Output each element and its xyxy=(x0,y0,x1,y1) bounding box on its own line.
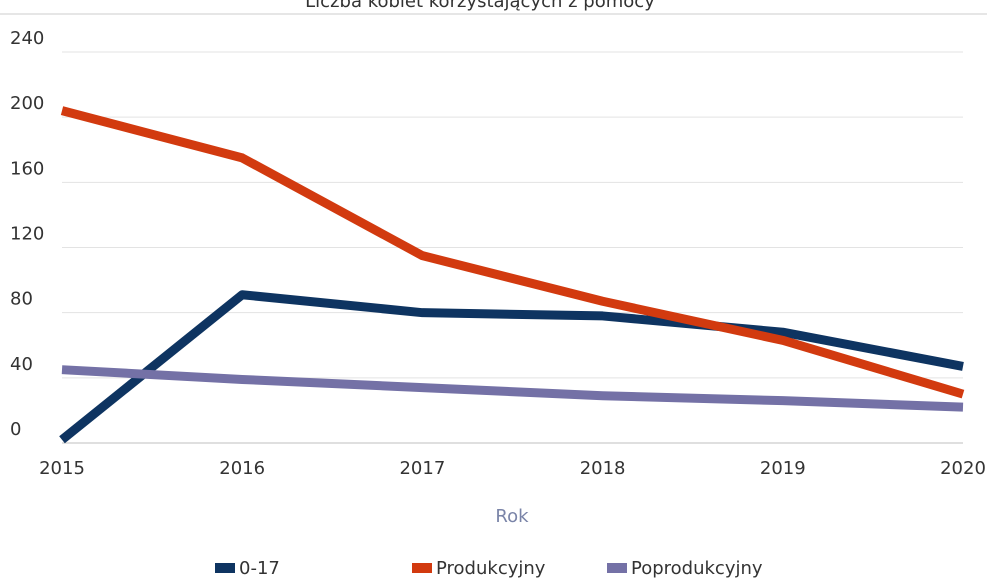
series-line xyxy=(61,365,964,412)
y-tick-label: 120 xyxy=(10,224,44,245)
legend-swatch xyxy=(412,563,432,573)
y-tick-label: 0 xyxy=(10,419,21,440)
y-tick-label: 240 xyxy=(10,28,44,49)
legend-label: 0-17 xyxy=(239,558,280,579)
y-tick-label: 160 xyxy=(10,158,44,179)
y-tick-label: 200 xyxy=(10,93,44,114)
y-tick-label: 40 xyxy=(10,354,33,375)
legend-label: Produkcyjny xyxy=(436,558,546,579)
x-tick-label: 2018 xyxy=(580,458,626,479)
x-axis-label: Rok xyxy=(495,506,529,527)
chart-title: Liczba kobiet korzystających z pomocy xyxy=(305,0,655,12)
legend-swatch xyxy=(215,563,235,573)
y-tick-label: 80 xyxy=(10,289,33,310)
legend-label: Poprodukcyjny xyxy=(631,558,763,579)
x-tick-label: 2016 xyxy=(219,458,265,479)
x-tick-label: 2017 xyxy=(399,458,445,479)
x-tick-label: 2019 xyxy=(760,458,806,479)
x-tick-label: 2020 xyxy=(940,458,986,479)
x-tick-label: 2015 xyxy=(39,458,85,479)
legend-swatch xyxy=(607,563,627,573)
series-line xyxy=(59,290,964,444)
series-line xyxy=(60,106,965,399)
